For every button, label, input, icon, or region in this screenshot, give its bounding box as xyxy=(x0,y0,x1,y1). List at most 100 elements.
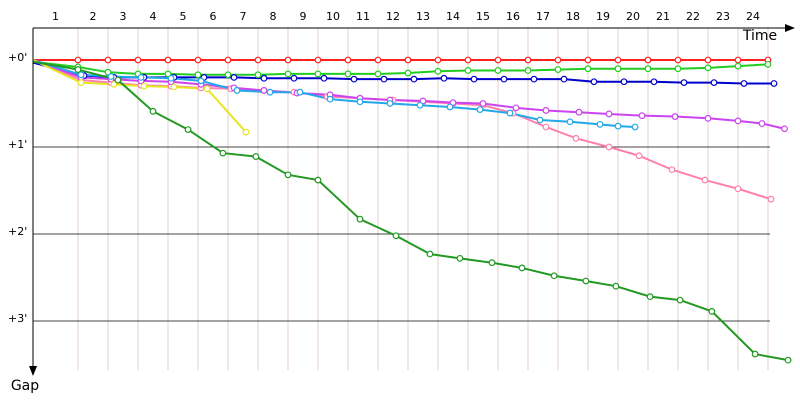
data-point xyxy=(440,74,448,82)
x-tick-label: 16 xyxy=(506,10,520,23)
data-point xyxy=(674,65,682,73)
data-point xyxy=(167,74,175,82)
data-point xyxy=(518,264,526,272)
data-point xyxy=(254,56,262,64)
data-point xyxy=(612,282,620,290)
x-tick-label: 12 xyxy=(386,10,400,23)
x-tick-label: 7 xyxy=(240,10,247,23)
data-point xyxy=(266,88,274,96)
data-point xyxy=(767,195,775,203)
data-point xyxy=(386,100,394,107)
data-point xyxy=(446,103,454,111)
x-tick-label: 2 xyxy=(90,10,97,23)
data-point xyxy=(536,116,544,124)
data-point xyxy=(542,107,550,114)
data-point xyxy=(584,56,592,64)
data-point xyxy=(605,143,613,151)
data-point xyxy=(296,88,304,96)
data-point xyxy=(456,254,464,262)
data-point xyxy=(107,73,115,80)
data-point xyxy=(416,101,424,109)
data-point xyxy=(284,171,292,179)
data-point xyxy=(260,74,268,82)
data-point xyxy=(434,56,442,64)
data-point xyxy=(494,56,502,64)
data-point xyxy=(676,296,684,304)
data-point xyxy=(644,56,652,64)
data-point xyxy=(170,83,178,91)
data-point xyxy=(197,77,205,85)
data-point xyxy=(224,56,232,64)
data-point xyxy=(701,176,709,184)
x-tick-label: 10 xyxy=(326,10,340,23)
data-point xyxy=(734,185,742,193)
data-point xyxy=(734,56,742,64)
data-point xyxy=(554,56,562,64)
x-tick-label: 23 xyxy=(716,10,730,23)
data-point xyxy=(554,66,562,73)
x-tick-label: 5 xyxy=(180,10,187,23)
data-point xyxy=(530,75,538,83)
data-point xyxy=(356,98,364,106)
data-point xyxy=(614,56,622,64)
x-tick-label: 14 xyxy=(446,10,460,23)
data-point xyxy=(631,123,639,131)
data-point xyxy=(479,100,487,107)
data-point xyxy=(314,176,322,184)
data-point xyxy=(572,134,580,142)
data-point xyxy=(566,118,574,126)
data-point xyxy=(356,215,364,223)
data-point xyxy=(704,64,712,72)
data-point xyxy=(164,56,172,64)
data-point xyxy=(550,272,558,280)
data-point xyxy=(470,75,478,83)
x-tick-label: 8 xyxy=(270,10,277,23)
data-point xyxy=(114,76,122,84)
data-point xyxy=(284,56,292,64)
data-point xyxy=(710,79,718,87)
data-point xyxy=(380,75,388,83)
y-tick-label: +2' xyxy=(8,225,27,238)
x-tick-label: 20 xyxy=(626,10,640,23)
data-point xyxy=(137,73,145,81)
data-point xyxy=(500,75,508,83)
data-point xyxy=(781,125,788,133)
data-point xyxy=(614,122,622,130)
data-point xyxy=(764,60,772,68)
data-point xyxy=(674,56,682,64)
y-axis-label: Gap xyxy=(11,378,39,394)
x-tick-label: 3 xyxy=(120,10,127,23)
data-point xyxy=(575,108,583,116)
x-tick-label: 4 xyxy=(150,10,157,23)
data-point xyxy=(734,62,742,70)
data-point xyxy=(344,70,352,78)
data-point xyxy=(74,66,82,73)
data-point xyxy=(434,67,442,75)
data-point xyxy=(464,67,472,74)
data-point xyxy=(242,128,250,136)
gap-axis-arrow xyxy=(29,366,37,376)
data-point xyxy=(203,85,211,93)
data-point xyxy=(605,110,613,118)
data-point xyxy=(671,113,679,120)
data-point xyxy=(584,65,592,73)
data-point xyxy=(524,56,532,64)
data-point xyxy=(140,82,148,90)
data-point xyxy=(512,104,520,112)
data-point xyxy=(488,259,496,267)
data-point xyxy=(542,123,550,131)
x-tick-label: 18 xyxy=(566,10,580,23)
data-point xyxy=(668,166,676,174)
data-point xyxy=(770,80,778,87)
data-point xyxy=(77,79,85,87)
data-point xyxy=(230,73,238,81)
data-point xyxy=(708,308,716,315)
data-point xyxy=(392,232,400,240)
data-point xyxy=(582,277,590,285)
data-point xyxy=(254,71,262,79)
data-point xyxy=(404,69,412,77)
data-point xyxy=(104,56,112,64)
data-point xyxy=(476,106,484,113)
data-point xyxy=(284,70,292,78)
data-point xyxy=(646,293,654,301)
